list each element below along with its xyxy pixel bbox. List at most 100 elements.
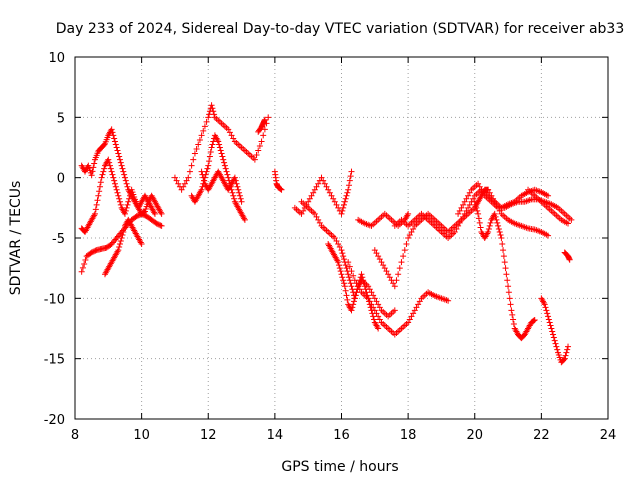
chart-title: Day 233 of 2024, Sidereal Day-to-day VTE…	[56, 21, 625, 37]
data-point	[549, 328, 556, 335]
data-point	[107, 165, 114, 172]
data-point	[530, 317, 537, 324]
data-point	[359, 274, 366, 281]
data-point	[548, 325, 555, 332]
data-point	[362, 286, 369, 293]
data-point	[471, 198, 478, 205]
data-point	[278, 186, 285, 193]
data-point	[415, 301, 422, 308]
data-point	[323, 183, 330, 190]
data-point	[116, 195, 123, 202]
data-point	[326, 189, 333, 196]
data-point	[118, 235, 125, 241]
data-point	[111, 138, 118, 145]
data-point	[211, 111, 218, 118]
data-point	[109, 171, 116, 178]
data-point	[504, 277, 511, 284]
data-point	[345, 274, 352, 281]
data-point	[328, 192, 335, 199]
data-point	[216, 144, 223, 151]
data-point	[196, 136, 203, 143]
data-point	[406, 316, 413, 323]
data-point	[408, 228, 415, 235]
y-tick-label: 0	[57, 172, 65, 187]
data-point	[335, 241, 342, 248]
data-point	[223, 168, 230, 175]
data-point	[224, 171, 231, 178]
data-point	[265, 114, 272, 121]
data-point	[108, 126, 115, 133]
data-point	[475, 180, 482, 187]
data-point	[114, 189, 121, 196]
data-point	[316, 219, 323, 226]
data-point	[79, 264, 86, 271]
data-point	[204, 165, 211, 172]
data-point	[99, 171, 106, 178]
data-point	[563, 349, 570, 356]
data-point	[236, 192, 243, 199]
data-point	[347, 280, 354, 287]
data-point	[491, 198, 498, 205]
data-point	[348, 283, 355, 290]
data-point	[466, 189, 473, 196]
data-point	[346, 263, 353, 270]
data-point	[566, 256, 573, 263]
data-point	[366, 298, 373, 305]
x-tick-label: 12	[200, 428, 217, 443]
data-point	[410, 310, 417, 317]
data-point	[378, 259, 385, 266]
data-point	[350, 272, 357, 279]
y-tick-label: 5	[57, 111, 65, 126]
data-point	[455, 222, 462, 229]
data-point	[111, 135, 118, 142]
data-point	[112, 141, 119, 148]
data-point	[476, 183, 483, 190]
data-point	[351, 277, 358, 284]
data-point	[341, 198, 348, 205]
y-tick-label: -10	[44, 292, 65, 307]
data-point	[375, 313, 382, 320]
data-point	[116, 153, 123, 160]
data-point	[545, 192, 552, 199]
data-point	[218, 150, 225, 157]
data-point	[253, 152, 260, 159]
series-arc21	[561, 249, 573, 263]
data-point	[478, 186, 485, 193]
data-point	[355, 283, 362, 290]
data-point	[473, 204, 480, 211]
data-point	[351, 295, 358, 302]
y-tick-label: -20	[44, 413, 65, 428]
data-point	[398, 259, 405, 266]
data-point	[158, 210, 165, 217]
data-point	[370, 292, 377, 299]
data-point	[546, 319, 553, 326]
data-point	[255, 147, 262, 154]
data-point	[365, 295, 372, 302]
data-point	[339, 250, 346, 257]
data-point	[117, 201, 124, 208]
series-arc7	[198, 168, 245, 205]
data-point	[505, 289, 512, 296]
data-point	[451, 228, 458, 235]
data-point	[373, 250, 380, 257]
x-tick-label: 20	[466, 428, 483, 443]
data-point	[120, 228, 127, 235]
data-point	[340, 204, 347, 211]
data-point	[119, 231, 126, 238]
data-point	[405, 235, 412, 241]
data-point	[400, 253, 407, 260]
data-point	[186, 168, 193, 175]
data-point	[545, 232, 552, 239]
data-point	[486, 189, 493, 196]
data-point	[458, 216, 465, 223]
data-point	[237, 195, 244, 202]
data-point	[373, 310, 380, 317]
data-point	[376, 316, 383, 323]
data-point	[406, 231, 413, 238]
data-point	[231, 195, 238, 202]
x-tick-label: 18	[400, 428, 417, 443]
data-point	[466, 201, 473, 208]
data-point	[551, 337, 558, 344]
data-point	[413, 304, 420, 311]
data-point	[81, 260, 88, 267]
